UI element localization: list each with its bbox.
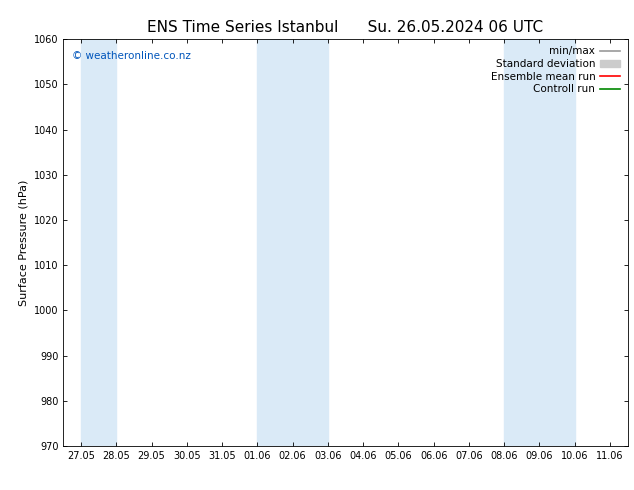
Title: ENS Time Series Istanbul      Su. 26.05.2024 06 UTC: ENS Time Series Istanbul Su. 26.05.2024 … <box>148 20 543 35</box>
Bar <box>81 39 116 446</box>
Legend: min/max, Standard deviation, Ensemble mean run, Controll run: min/max, Standard deviation, Ensemble me… <box>489 45 623 97</box>
Y-axis label: Surface Pressure (hPa): Surface Pressure (hPa) <box>18 179 29 306</box>
Bar <box>504 39 575 446</box>
Bar <box>257 39 328 446</box>
Text: © weatheronline.co.nz: © weatheronline.co.nz <box>72 51 191 61</box>
